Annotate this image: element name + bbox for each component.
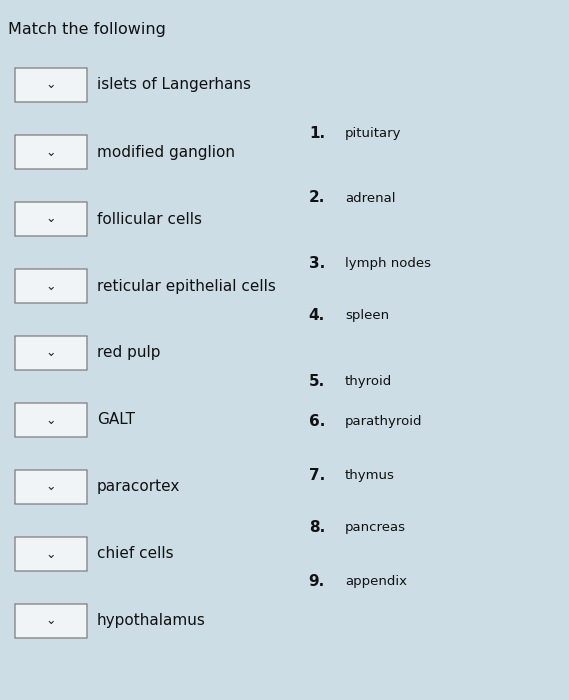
FancyBboxPatch shape [15, 604, 87, 638]
FancyBboxPatch shape [15, 470, 87, 504]
FancyBboxPatch shape [15, 135, 87, 169]
Text: thyroid: thyroid [345, 374, 392, 388]
Text: paracortex: paracortex [97, 480, 180, 494]
Text: lymph nodes: lymph nodes [345, 258, 431, 270]
FancyBboxPatch shape [15, 269, 87, 303]
Text: hypothalamus: hypothalamus [97, 613, 206, 629]
FancyBboxPatch shape [15, 537, 87, 571]
Text: thymus: thymus [345, 470, 395, 482]
Text: ⌄: ⌄ [46, 146, 56, 158]
Text: 2.: 2. [308, 190, 325, 206]
Text: 1.: 1. [309, 125, 325, 141]
FancyBboxPatch shape [15, 403, 87, 437]
Text: chief cells: chief cells [97, 547, 174, 561]
Text: GALT: GALT [97, 412, 135, 428]
Text: pancreas: pancreas [345, 521, 406, 533]
FancyBboxPatch shape [15, 202, 87, 236]
Text: 6.: 6. [308, 414, 325, 428]
Text: ⌄: ⌄ [46, 615, 56, 627]
Text: 3.: 3. [309, 256, 325, 272]
Text: 4.: 4. [309, 309, 325, 323]
Text: appendix: appendix [345, 575, 407, 587]
Text: 5.: 5. [309, 374, 325, 388]
Text: ⌄: ⌄ [46, 78, 56, 92]
Text: ⌄: ⌄ [46, 414, 56, 426]
Text: adrenal: adrenal [345, 192, 395, 204]
Text: 9.: 9. [309, 573, 325, 589]
Text: red pulp: red pulp [97, 346, 160, 360]
Text: 8.: 8. [309, 519, 325, 535]
Text: reticular epithelial cells: reticular epithelial cells [97, 279, 276, 293]
FancyBboxPatch shape [15, 336, 87, 370]
Text: follicular cells: follicular cells [97, 211, 202, 227]
Text: Match the following: Match the following [8, 22, 166, 37]
Text: parathyroid: parathyroid [345, 414, 423, 428]
Text: islets of Langerhans: islets of Langerhans [97, 78, 251, 92]
FancyBboxPatch shape [15, 68, 87, 102]
Text: ⌄: ⌄ [46, 279, 56, 293]
Text: ⌄: ⌄ [46, 346, 56, 360]
Text: ⌄: ⌄ [46, 213, 56, 225]
Text: 7.: 7. [309, 468, 325, 484]
Text: pituitary: pituitary [345, 127, 402, 139]
Text: modified ganglion: modified ganglion [97, 144, 235, 160]
Text: ⌄: ⌄ [46, 480, 56, 494]
Text: spleen: spleen [345, 309, 389, 323]
Text: ⌄: ⌄ [46, 547, 56, 561]
